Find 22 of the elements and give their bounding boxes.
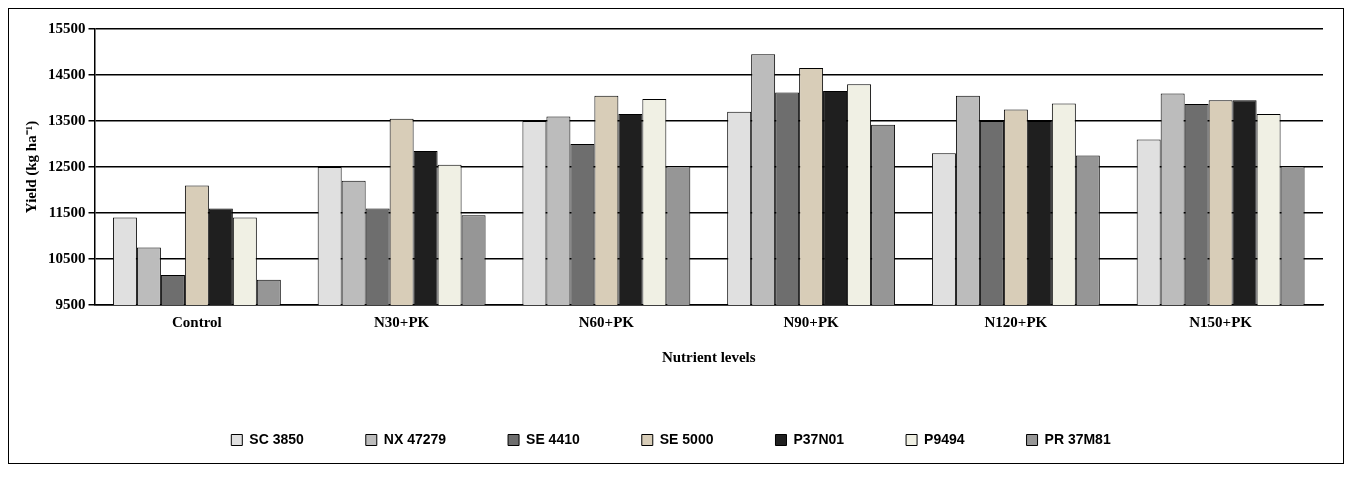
legend-label: NX 47279: [383, 430, 447, 447]
x-tick-label: N60+PK: [578, 313, 635, 330]
y-axis-title: Yield (kg ha⁻¹): [22, 120, 40, 214]
y-tick-label: 13500: [48, 111, 86, 128]
y-tick-label: 12500: [48, 157, 86, 174]
x-axis-title: Nutrient levels: [661, 348, 756, 365]
y-tick-label: 9500: [55, 295, 86, 312]
x-tick-label: N120+PK: [984, 313, 1048, 330]
legend-label: SE 5000: [659, 430, 714, 447]
y-tick-label: 11500: [48, 203, 86, 220]
x-tick-label: N150+PK: [1189, 313, 1253, 330]
legend-label: P37N01: [793, 430, 845, 447]
legend-label: PR 37M81: [1044, 430, 1111, 447]
legend-label: SE 4410: [526, 430, 580, 447]
x-tick-label: Control: [172, 313, 222, 330]
legend-label: SC 3850: [249, 430, 304, 447]
y-tick-label: 10500: [48, 249, 86, 266]
x-tick-label: N30+PK: [374, 313, 430, 330]
y-tick-label: 15500: [48, 19, 86, 36]
legend-label: P9494: [924, 430, 965, 447]
x-tick-label: N90+PK: [783, 313, 840, 330]
y-tick-label: 14500: [48, 65, 86, 82]
